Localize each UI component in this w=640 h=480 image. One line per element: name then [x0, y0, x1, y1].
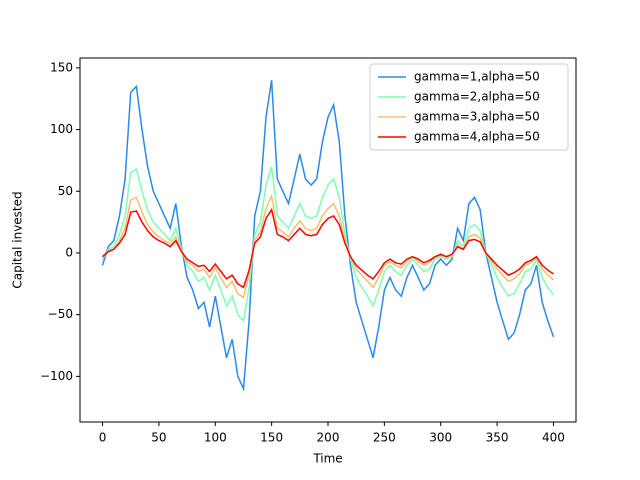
legend-label: gamma=4,alpha=50	[414, 130, 540, 144]
x-tick-label: 300	[429, 431, 452, 445]
y-tick-label: 100	[50, 122, 73, 136]
x-axis-label: Time	[312, 452, 342, 466]
y-tick-label: −100	[40, 369, 73, 383]
y-axis-label: Capital invested	[11, 191, 25, 288]
legend-box	[369, 63, 569, 151]
x-tick-label: 350	[486, 431, 509, 445]
x-tick-label: 50	[151, 431, 166, 445]
x-tick-label: 200	[317, 431, 340, 445]
y-tick-label: −50	[48, 307, 73, 321]
plot-frame	[79, 57, 577, 423]
x-tick-label: 400	[542, 431, 565, 445]
x-tick-label: 150	[260, 431, 283, 445]
y-tick-label: 50	[58, 184, 73, 198]
legend-label: gamma=3,alpha=50	[414, 110, 540, 124]
x-tick-label: 100	[204, 431, 227, 445]
y-tick-label: 150	[50, 60, 73, 74]
legend-label: gamma=1,alpha=50	[414, 70, 540, 84]
series-line	[101, 80, 555, 392]
series-line	[101, 193, 554, 299]
x-tick-label: 250	[373, 431, 396, 445]
legend-label: gamma=2,alpha=50	[414, 90, 540, 104]
y-tick-label: 0	[65, 245, 73, 259]
x-tick-label: 0	[99, 431, 107, 445]
series-line	[102, 207, 554, 289]
series-line	[101, 166, 555, 323]
